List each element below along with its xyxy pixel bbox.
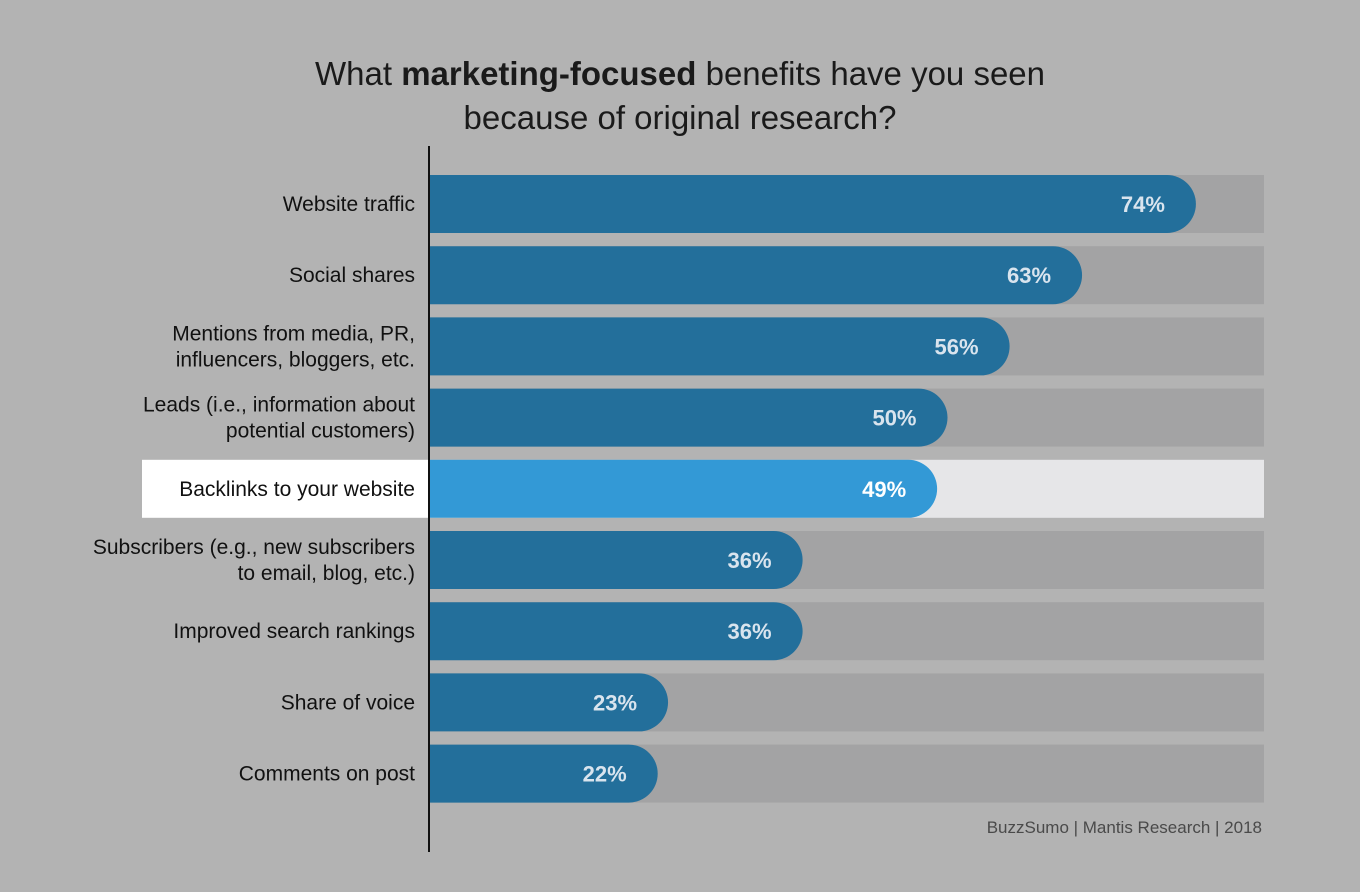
category-label: to email, blog, etc.)	[238, 562, 415, 585]
source-credit: BuzzSumo | Mantis Research | 2018	[986, 818, 1262, 837]
bar-value-label: 23%	[593, 690, 637, 715]
category-label: Improved search rankings	[173, 620, 415, 643]
bar-74pct	[430, 175, 1196, 233]
bar-value-label: 74%	[1121, 192, 1165, 217]
chart-title-line-1: What marketing-focused benefits have you…	[0, 52, 1360, 96]
chart-title: What marketing-focused benefits have you…	[0, 52, 1360, 140]
value-label-layer: 74% 63% 56% 50% 49% 36% 36% 23% 22%	[583, 192, 1165, 787]
bar-36pct	[430, 602, 803, 661]
chart-title-line-2: because of original research?	[463, 99, 897, 136]
bar-value-label: 36%	[728, 548, 772, 573]
category-label: influencers, bloggers, etc.	[176, 348, 415, 371]
bar-23pct	[430, 673, 669, 732]
highlight-layer	[142, 459, 430, 518]
chart-title-bold: marketing-focused	[401, 55, 697, 92]
category-label: Social shares	[289, 264, 415, 287]
bar-value-label: 22%	[583, 762, 627, 787]
category-label: Subscribers (e.g., new subscribers	[93, 536, 415, 559]
bar-49pct	[430, 459, 938, 518]
chart-title-prefix: What	[314, 55, 402, 92]
bar-value-label: 63%	[1007, 263, 1051, 288]
category-label: Share of voice	[281, 691, 415, 714]
category-label-layer: Website traffic Social shares Mentions fro…	[93, 193, 415, 786]
bar-value-label: 56%	[935, 334, 979, 359]
bar-value-label: 49%	[862, 477, 906, 502]
chart-title-suffix: benefits have you seen	[696, 55, 1046, 92]
bar-value-label: 36%	[728, 619, 772, 644]
category-label: Website traffic	[283, 193, 415, 216]
bar-22pct	[430, 744, 658, 803]
category-label: Comments on post	[239, 763, 415, 786]
bar-50pct	[430, 388, 948, 447]
category-label: Mentions from media, PR,	[172, 322, 415, 345]
bar-36pct	[430, 531, 803, 589]
bar-layer	[430, 175, 1196, 803]
bar-56pct	[430, 317, 1010, 376]
highlight-label-background	[142, 459, 430, 518]
category-label: potential customers)	[226, 420, 415, 443]
category-label: Leads (i.e., information about	[143, 394, 415, 417]
bar-63pct	[430, 246, 1083, 305]
bar-value-label: 50%	[872, 406, 916, 431]
category-label: Backlinks to your website	[179, 478, 415, 501]
